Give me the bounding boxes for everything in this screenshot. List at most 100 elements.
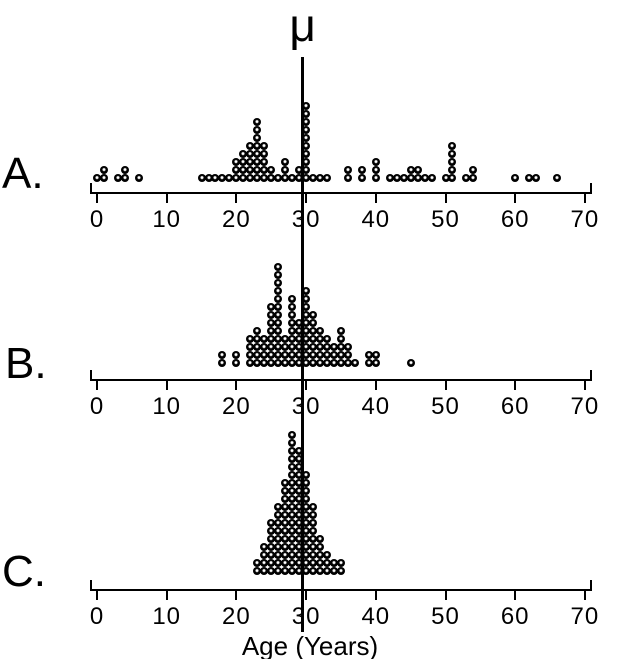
data-dot-a [253, 134, 262, 142]
data-dot-b [295, 319, 304, 327]
data-dot-b [274, 335, 283, 343]
data-dot-c [274, 559, 283, 567]
data-dot-b [267, 335, 276, 343]
data-dot-a [371, 158, 380, 166]
data-dot-b [329, 343, 338, 351]
data-dot-b [302, 343, 311, 351]
x-axis-tick-label-b-20: 20 [222, 393, 251, 420]
data-dot-b [316, 359, 325, 367]
data-dot-a [357, 166, 366, 174]
data-dot-b [274, 279, 283, 287]
data-dot-c [281, 527, 290, 535]
panel-c-letter: C. [2, 547, 46, 596]
x-axis-tick-a-0 [96, 194, 98, 203]
data-dot-b [218, 359, 227, 367]
x-axis-tick-b-50 [444, 381, 447, 390]
data-dot-b [281, 351, 290, 359]
data-dot-c [288, 519, 297, 527]
data-dot-a [246, 174, 255, 182]
data-dot-b [274, 311, 283, 319]
data-dot-a [371, 166, 380, 174]
data-dot-b [288, 343, 297, 351]
data-dot-c [316, 567, 325, 575]
data-dot-a [406, 166, 415, 174]
x-axis-tick-b-20 [235, 381, 238, 390]
data-dot-c [302, 567, 311, 575]
data-dot-c [281, 487, 290, 495]
x-axis-tick-c-70 [583, 591, 586, 600]
x-axis-left-cap-b [90, 370, 92, 380]
data-dot-b [336, 359, 345, 367]
x-axis-tick-b-0 [96, 381, 98, 390]
data-dot-b [302, 295, 311, 303]
x-axis-tick-label-c-30: 30 [291, 603, 321, 630]
data-dot-a [441, 174, 450, 182]
data-dot-b [336, 343, 345, 351]
data-dot-b [288, 303, 297, 311]
data-dot-b [316, 343, 325, 351]
data-dot-c [302, 503, 311, 511]
data-dot-a [302, 126, 311, 134]
data-dot-c [316, 535, 325, 543]
data-dot-b [260, 359, 269, 367]
data-dot-a [204, 174, 213, 182]
data-dot-a [532, 174, 541, 182]
x-axis-line-c [90, 589, 592, 591]
data-dot-b [343, 359, 352, 367]
data-dot-b [302, 311, 311, 319]
data-dot-a [239, 158, 248, 166]
data-dot-a [197, 174, 206, 182]
data-dot-b [267, 351, 276, 359]
x-axis-title: Age (Years) [241, 631, 379, 659]
x-axis-tick-a-70 [583, 194, 586, 203]
data-dot-a [239, 174, 248, 182]
data-dot-a [399, 174, 408, 182]
data-dot-c [295, 471, 304, 479]
data-dot-c [295, 551, 304, 559]
data-dot-a [406, 174, 415, 182]
data-dot-c [323, 567, 331, 575]
data-dot-b [274, 319, 283, 327]
data-dot-a [260, 150, 269, 158]
data-dot-a [253, 126, 262, 134]
data-dot-a [469, 174, 478, 182]
data-dot-c [281, 519, 290, 527]
data-dot-a [260, 166, 269, 174]
x-axis-tick-b-30 [305, 381, 308, 390]
data-dot-c [329, 567, 338, 575]
data-dot-a [302, 174, 311, 182]
x-axis-tick-label-b-10: 10 [152, 393, 182, 420]
x-axis-tick-label-c-40: 40 [361, 603, 391, 630]
data-dot-c [288, 439, 297, 447]
data-dot-b [288, 335, 297, 343]
data-dot-b [288, 319, 297, 327]
x-axis-tick-label-c-20: 20 [222, 603, 251, 630]
data-dot-a [511, 174, 520, 182]
data-dot-a [253, 174, 262, 182]
data-dot-a [253, 150, 262, 158]
x-axis-tick-a-40 [374, 194, 377, 203]
data-dot-c [309, 567, 318, 575]
data-dot-b [309, 359, 318, 367]
data-dot-b [336, 335, 345, 343]
data-dot-a [120, 174, 129, 182]
x-axis-tick-label-b-50: 50 [431, 393, 460, 420]
data-dot-c [281, 479, 290, 487]
data-dot-a [239, 166, 248, 174]
x-axis-tick-a-30 [305, 194, 308, 203]
data-dot-c [295, 535, 304, 543]
data-dot-b [281, 359, 290, 367]
data-dot-b [316, 327, 325, 335]
data-dot-c [302, 527, 311, 535]
x-axis-tick-label-c-0: 0 [89, 603, 105, 630]
panel-a-letter: A. [2, 149, 44, 198]
data-dot-c [309, 543, 318, 551]
data-dot-c [336, 559, 345, 567]
data-dot-a [302, 142, 311, 150]
data-dot-c [295, 447, 304, 455]
data-dot-c [288, 495, 297, 503]
data-dot-b [274, 327, 283, 335]
data-dot-b [309, 319, 318, 327]
data-dot-b [246, 351, 255, 359]
data-dot-b [253, 343, 262, 351]
